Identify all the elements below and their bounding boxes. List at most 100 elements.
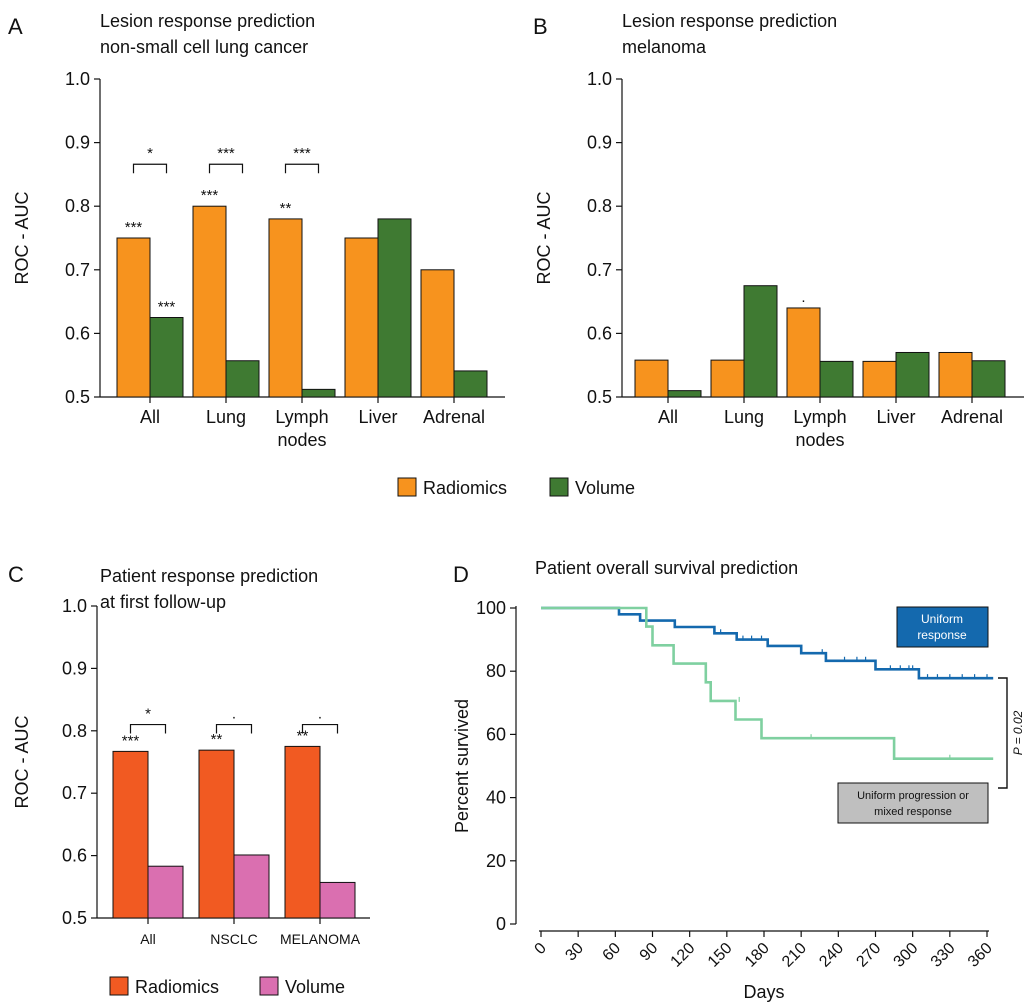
x-tick-label: 180 xyxy=(742,940,773,971)
progression-label-line: mixed response xyxy=(874,806,952,818)
y-tick-label: 1.0 xyxy=(62,596,87,616)
panel-a-subtitle: non-small cell lung cancer xyxy=(100,37,308,57)
bar-volume xyxy=(225,360,260,398)
y-tick-label: 0 xyxy=(496,914,506,934)
x-tick-label: Lymph xyxy=(793,407,846,427)
legend-top: Radiomics Volume xyxy=(397,477,635,498)
x-tick-label: Liver xyxy=(358,407,397,427)
bar-volume xyxy=(667,390,702,398)
panel-d-title: Patient overall survival prediction xyxy=(535,558,798,578)
bar-significance-label: ** xyxy=(297,727,309,744)
bar-significance-label: *** xyxy=(158,299,176,316)
x-tick-label: 240 xyxy=(816,940,847,971)
y-tick-label: 1.0 xyxy=(587,69,612,89)
x-tick-label: Liver xyxy=(876,407,915,427)
bar-significance-label: *** xyxy=(122,732,140,749)
y-tick-label: 0.8 xyxy=(587,196,612,216)
x-tick-label: 60 xyxy=(600,940,625,965)
y-tick-label: 60 xyxy=(486,724,506,744)
comparison-label: *** xyxy=(217,145,235,162)
comparison-bracket xyxy=(132,163,168,174)
comparison-label: *** xyxy=(293,145,311,162)
bar-radiomics xyxy=(198,749,235,919)
bar-radiomics xyxy=(786,307,821,398)
y-tick-label: 100 xyxy=(476,598,506,618)
uniform-response-label-line: response xyxy=(917,628,967,642)
y-tick-label: 0.5 xyxy=(62,908,87,928)
x-tick-label: Lung xyxy=(724,407,764,427)
chart-b: 0.5 0.6 0.7 0.8 0.9 1.0 ROC - AUC All Lung. Lymph… xyxy=(534,69,1024,450)
y-tick-label: 0.7 xyxy=(587,260,612,280)
comparison-bracket xyxy=(284,163,320,174)
comparison-bracket xyxy=(301,723,339,734)
bar-significance-label: . xyxy=(801,289,805,306)
legend-top-swatch-volume xyxy=(549,477,569,497)
x-tick-label: 330 xyxy=(928,940,959,971)
x-tick-label: 90 xyxy=(637,940,662,965)
x-tick-label: All xyxy=(140,931,156,947)
bar-radiomics xyxy=(710,359,745,398)
y-axis-title: ROC - AUC xyxy=(12,715,32,808)
pvalue-label: P = 0.02 xyxy=(1011,710,1025,755)
y-tick-label: 1.0 xyxy=(65,69,90,89)
y-axis-title: Percent survived xyxy=(452,699,472,833)
x-tick-label: NSCLC xyxy=(210,931,257,947)
comparison-label: . xyxy=(232,706,236,723)
x-tick-label: Lymph xyxy=(275,407,328,427)
progression-label-line: Uniform progression or xyxy=(857,790,969,802)
comparison-label: . xyxy=(318,706,322,723)
bar-radiomics xyxy=(268,218,303,398)
bar-significance-label: *** xyxy=(201,187,219,204)
bar-volume xyxy=(147,865,184,919)
legend-bottom-label-radiomics: Radiomics xyxy=(135,977,219,997)
x-tick-label: 0 xyxy=(532,940,550,958)
legend-top-label-radiomics: Radiomics xyxy=(423,478,507,498)
y-tick-label: 0.6 xyxy=(587,323,612,343)
panel-letter-b: B xyxy=(533,14,548,39)
y-tick-label: 0.5 xyxy=(587,387,612,407)
bar-volume xyxy=(453,370,488,398)
y-tick-label: 40 xyxy=(486,788,506,808)
uniform-response-label-box xyxy=(896,606,989,648)
panel-c-title: Patient response prediction xyxy=(100,566,318,586)
bar-radiomics xyxy=(284,745,321,919)
y-tick-label: 80 xyxy=(486,661,506,681)
bar-radiomics xyxy=(938,351,973,398)
panel-b-subtitle: melanoma xyxy=(622,37,707,57)
y-tick-label: 20 xyxy=(486,851,506,871)
bar-volume xyxy=(233,854,270,919)
bar-volume xyxy=(377,218,412,398)
x-axis-title: Days xyxy=(743,982,784,1002)
legend-bottom: Radiomics Volume xyxy=(109,976,345,997)
bar-radiomics xyxy=(192,205,227,398)
x-tick-label: 300 xyxy=(891,940,922,971)
y-tick-label: 0.6 xyxy=(65,323,90,343)
bar-radiomics xyxy=(420,269,455,398)
x-tick-label: 210 xyxy=(779,940,810,971)
x-tick-label: 270 xyxy=(853,940,884,971)
bar-volume xyxy=(819,360,854,398)
comparison-bracket xyxy=(215,723,253,734)
y-tick-label: 0.9 xyxy=(587,133,612,153)
x-tick-label: nodes xyxy=(277,430,326,450)
x-tick-label: All xyxy=(658,407,678,427)
bar-volume xyxy=(301,388,336,398)
bar-volume xyxy=(319,881,356,919)
panel-letter-d: D xyxy=(453,562,469,587)
y-tick-label: 0.8 xyxy=(62,721,87,741)
y-axis-title: ROC - AUC xyxy=(534,191,554,284)
bar-significance-label: ** xyxy=(280,200,292,217)
comparison-bracket xyxy=(208,163,244,174)
y-axis-title: ROC - AUC xyxy=(12,191,32,284)
comparison-bracket xyxy=(129,723,167,734)
panel-letter-c: C xyxy=(8,562,24,587)
uniform-response-label-line: Uniform xyxy=(921,612,963,626)
bar-radiomics xyxy=(112,750,149,919)
x-tick-label: 30 xyxy=(562,940,587,965)
x-tick-label: 360 xyxy=(965,940,996,971)
bar-radiomics xyxy=(116,237,151,398)
panel-c-subtitle: at first follow-up xyxy=(100,592,226,612)
bar-volume xyxy=(895,351,930,398)
y-tick-label: 0.7 xyxy=(62,783,87,803)
